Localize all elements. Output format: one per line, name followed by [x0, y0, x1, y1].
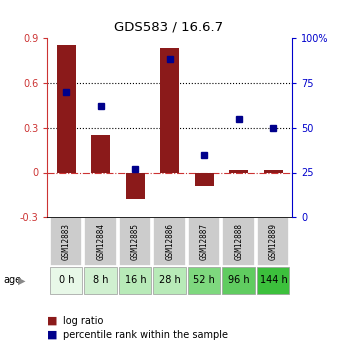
FancyBboxPatch shape — [119, 267, 151, 294]
FancyBboxPatch shape — [188, 267, 220, 294]
Text: age: age — [3, 275, 22, 285]
Bar — [230, 169, 248, 172]
Text: 52 h: 52 h — [193, 275, 215, 285]
FancyBboxPatch shape — [50, 267, 82, 294]
Text: ▶: ▶ — [18, 275, 26, 285]
Text: 144 h: 144 h — [260, 275, 287, 285]
Text: GSM12886: GSM12886 — [165, 223, 174, 260]
Text: ■: ■ — [47, 316, 58, 326]
Text: GSM12883: GSM12883 — [62, 223, 71, 260]
Bar — [264, 169, 283, 172]
Text: 28 h: 28 h — [159, 275, 181, 285]
Bar — [195, 172, 214, 186]
Text: GSM12885: GSM12885 — [131, 223, 140, 260]
FancyBboxPatch shape — [257, 217, 289, 266]
FancyBboxPatch shape — [153, 267, 186, 294]
Text: percentile rank within the sample: percentile rank within the sample — [63, 330, 227, 339]
Text: 16 h: 16 h — [124, 275, 146, 285]
FancyBboxPatch shape — [84, 217, 117, 266]
Text: ■: ■ — [47, 330, 58, 339]
Text: GSM12887: GSM12887 — [200, 223, 209, 260]
FancyBboxPatch shape — [84, 267, 117, 294]
Bar — [57, 46, 76, 172]
FancyBboxPatch shape — [222, 217, 255, 266]
Text: GSM12888: GSM12888 — [234, 223, 243, 260]
Text: log ratio: log ratio — [63, 316, 103, 326]
Text: GSM12884: GSM12884 — [96, 223, 105, 260]
FancyBboxPatch shape — [257, 267, 289, 294]
FancyBboxPatch shape — [50, 217, 82, 266]
FancyBboxPatch shape — [153, 217, 186, 266]
Text: 96 h: 96 h — [228, 275, 250, 285]
Text: GDS583 / 16.6.7: GDS583 / 16.6.7 — [115, 21, 223, 34]
FancyBboxPatch shape — [222, 267, 255, 294]
FancyBboxPatch shape — [119, 217, 151, 266]
Bar — [160, 48, 179, 172]
Text: 8 h: 8 h — [93, 275, 108, 285]
Bar — [126, 172, 145, 199]
Text: GSM12889: GSM12889 — [269, 223, 278, 260]
FancyBboxPatch shape — [188, 217, 220, 266]
Bar — [91, 135, 110, 172]
Text: 0 h: 0 h — [58, 275, 74, 285]
